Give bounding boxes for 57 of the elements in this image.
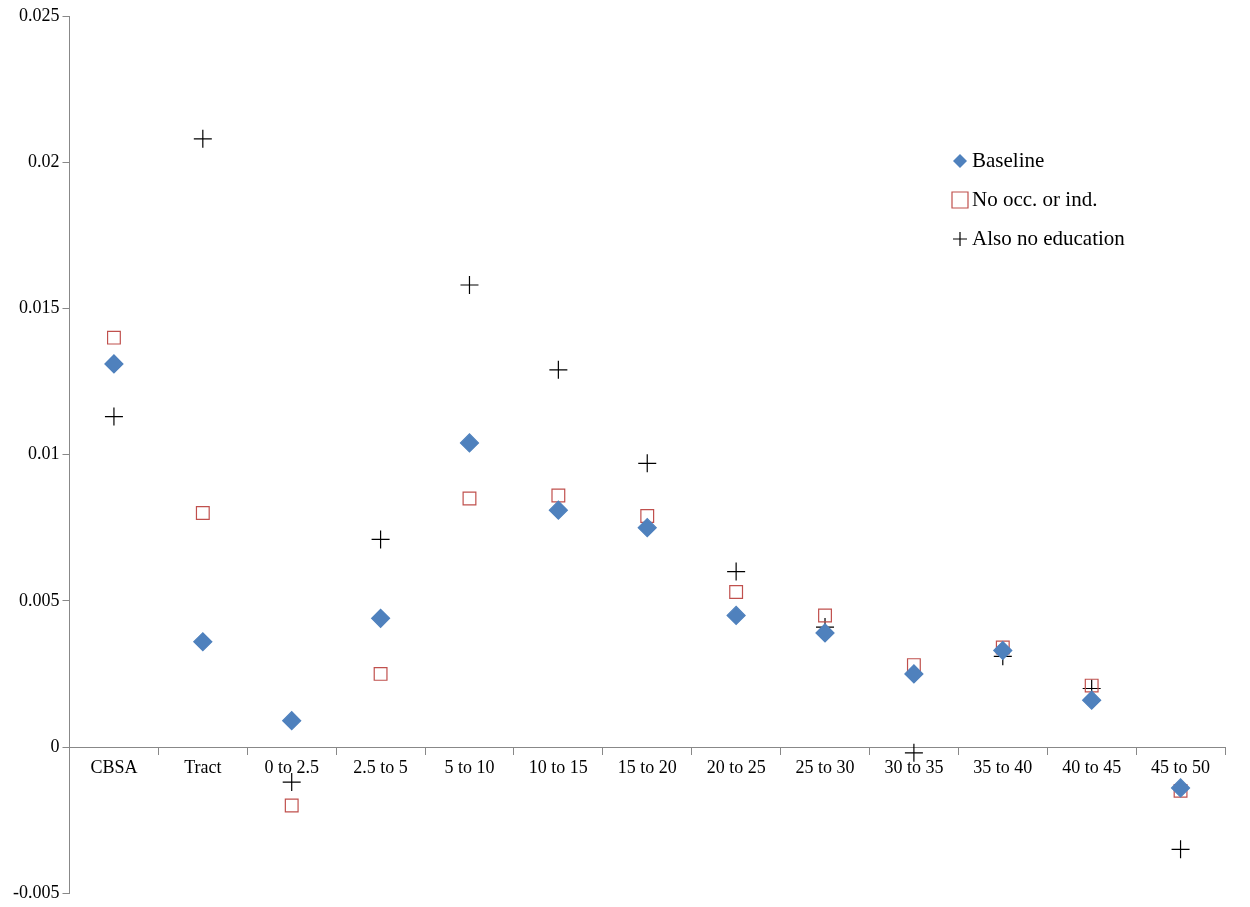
x-tick-label: 20 to 25	[706, 756, 766, 777]
x-tick-label: 5 to 10	[444, 756, 495, 777]
point	[370, 608, 391, 628]
x-tick-label: 2.5 to 5	[353, 756, 408, 777]
point	[729, 585, 744, 599]
point	[193, 632, 213, 652]
point	[637, 453, 657, 473]
point	[818, 608, 832, 623]
point	[726, 561, 746, 582]
x-tick-label: 10 to 15	[528, 756, 588, 777]
point	[373, 666, 388, 681]
x-tick-label: 35 to 40	[973, 756, 1033, 777]
legend-label: No occ. or ind.	[972, 186, 1098, 211]
point	[726, 605, 746, 626]
x-tick-label: Tract	[184, 756, 222, 777]
x-tick-label: 15 to 20	[617, 756, 677, 777]
point	[282, 711, 302, 731]
point	[104, 354, 124, 374]
point	[1170, 839, 1191, 859]
point	[284, 798, 299, 813]
point	[548, 500, 568, 520]
point	[904, 664, 924, 684]
x-tick-label: 30 to 35	[884, 756, 944, 777]
point	[551, 488, 566, 503]
x-tick-label: CBSA	[90, 756, 138, 777]
y-tick-label: 0.025	[18, 4, 60, 25]
point	[1082, 690, 1102, 710]
point	[815, 623, 835, 643]
x-tick-label: 45 to 50	[1151, 756, 1211, 777]
y-tick-label: 0.02	[27, 150, 60, 171]
x-tick-label: 0 to 2.5	[264, 756, 319, 777]
x-tick-label: 25 to 30	[795, 756, 855, 777]
point	[637, 518, 657, 538]
point	[459, 433, 480, 453]
point	[370, 529, 391, 549]
point	[640, 509, 655, 523]
y-tick-label: 0.005	[18, 589, 60, 610]
point	[195, 506, 210, 521]
point	[459, 275, 480, 295]
point	[906, 658, 921, 673]
y-tick-label: 0.01	[27, 443, 60, 464]
point	[462, 491, 477, 506]
point	[104, 406, 124, 427]
point	[1084, 678, 1099, 693]
point	[1170, 778, 1191, 798]
y-tick-label: 0	[50, 735, 60, 756]
legend-label: Also no education	[972, 225, 1126, 250]
point	[193, 129, 213, 149]
x-tick-label: 40 to 45	[1062, 756, 1122, 777]
y-tick-label: -0.005	[12, 881, 60, 902]
y-tick-label: 0.015	[18, 297, 60, 318]
point	[106, 330, 121, 345]
point	[282, 772, 302, 792]
point	[548, 360, 568, 380]
point	[904, 743, 924, 763]
point	[993, 640, 1013, 661]
legend-label: Baseline	[972, 147, 1045, 172]
